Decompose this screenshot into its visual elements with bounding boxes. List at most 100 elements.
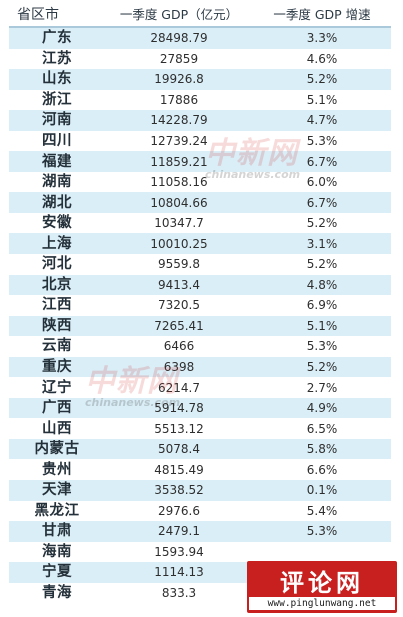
region-cell: 内蒙古	[9, 438, 105, 460]
region-cell: 福建	[9, 151, 105, 172]
gdp-cell: 2479.1	[105, 521, 253, 542]
table-row: 山东 19926.8 5.2%	[9, 69, 391, 90]
growth-cell: 6.7%	[253, 192, 391, 213]
table-row: 江西 7320.5 6.9%	[9, 295, 391, 316]
growth-cell: 5.2%	[253, 69, 391, 90]
gdp-cell: 6214.7	[105, 377, 253, 398]
table-row: 福建 11859.21 6.7%	[9, 151, 391, 172]
growth-cell: 2.7%	[253, 377, 391, 398]
region-cell: 江苏	[9, 48, 105, 70]
table-row: 河北 9559.8 5.2%	[9, 254, 391, 275]
table-row: 广东 28498.79 3.3%	[9, 27, 391, 49]
growth-cell: 4.8%	[253, 274, 391, 296]
gdp-cell: 5914.78	[105, 397, 253, 419]
growth-cell: 5.2%	[253, 212, 391, 234]
growth-cell: 6.5%	[253, 418, 391, 439]
region-cell: 广东	[9, 27, 105, 49]
table-row: 重庆 6398 5.2%	[9, 356, 391, 378]
table-row: 天津 3538.52 0.1%	[9, 480, 391, 501]
region-cell: 海南	[9, 541, 105, 563]
gdp-cell: 1593.94	[105, 541, 253, 563]
growth-cell: 0.1%	[253, 480, 391, 501]
growth-cell: 5.8%	[253, 438, 391, 460]
gdp-cell: 7265.41	[105, 315, 253, 337]
gdp-cell: 833.3	[105, 582, 253, 604]
logo-url: www.pinglunwang.net	[249, 597, 395, 610]
gdp-cell: 4815.49	[105, 459, 253, 481]
gdp-cell: 5513.12	[105, 418, 253, 439]
growth-cell	[253, 541, 391, 563]
site-logo: 评论网 www.pinglunwang.net	[247, 561, 397, 613]
region-cell: 湖北	[9, 192, 105, 213]
table-row: 山西 5513.12 6.5%	[9, 418, 391, 439]
gdp-cell: 28498.79	[105, 27, 253, 49]
region-cell: 辽宁	[9, 377, 105, 398]
gdp-table-container: 省区市 一季度 GDP（亿元） 一季度 GDP 增速 广东 28498.79 3.3…	[9, 4, 391, 604]
gdp-cell: 27859	[105, 48, 253, 70]
table-row: 四川 12739.24 5.3%	[9, 130, 391, 152]
gdp-cell: 11058.16	[105, 171, 253, 193]
table-row: 湖南 11058.16 6.0%	[9, 171, 391, 193]
table-row: 浙江 17886 5.1%	[9, 89, 391, 111]
region-cell: 青海	[9, 582, 105, 604]
gdp-cell: 17886	[105, 89, 253, 111]
region-cell: 四川	[9, 130, 105, 152]
growth-cell: 5.3%	[253, 130, 391, 152]
table-row: 广西 5914.78 4.9%	[9, 397, 391, 419]
header-growth: 一季度 GDP 增速	[253, 4, 391, 28]
table-row: 辽宁 6214.7 2.7%	[9, 377, 391, 398]
region-cell: 贵州	[9, 459, 105, 481]
growth-cell: 5.1%	[253, 89, 391, 111]
gdp-cell: 7320.5	[105, 295, 253, 316]
growth-cell: 6.7%	[253, 151, 391, 172]
gdp-cell: 2976.6	[105, 500, 253, 522]
growth-cell: 4.6%	[253, 48, 391, 70]
table-row: 云南 6466 5.3%	[9, 336, 391, 357]
growth-cell: 5.3%	[253, 521, 391, 542]
region-cell: 浙江	[9, 89, 105, 111]
region-cell: 北京	[9, 274, 105, 296]
region-cell: 陕西	[9, 315, 105, 337]
region-cell: 云南	[9, 336, 105, 357]
growth-cell: 3.3%	[253, 27, 391, 49]
table-body: 广东 28498.79 3.3% 江苏 27859 4.6% 山东 19926.8 5.2% 浙江…	[9, 27, 391, 604]
gdp-cell: 1114.13	[105, 562, 253, 583]
logo-text: 评论网	[280, 569, 364, 597]
gdp-cell: 19926.8	[105, 69, 253, 90]
growth-cell: 4.7%	[253, 110, 391, 131]
table-row: 北京 9413.4 4.8%	[9, 274, 391, 296]
growth-cell: 5.4%	[253, 500, 391, 522]
region-cell: 河南	[9, 110, 105, 131]
region-cell: 山西	[9, 418, 105, 439]
header-gdp: 一季度 GDP（亿元）	[105, 4, 253, 28]
region-cell: 河北	[9, 254, 105, 275]
gdp-cell: 5078.4	[105, 438, 253, 460]
table-row: 海南 1593.94	[9, 541, 391, 563]
region-cell: 安徽	[9, 212, 105, 234]
gdp-cell: 9559.8	[105, 254, 253, 275]
table-row: 上海 10010.25 3.1%	[9, 233, 391, 255]
gdp-cell: 10010.25	[105, 233, 253, 255]
gdp-cell: 10804.66	[105, 192, 253, 213]
gdp-cell: 3538.52	[105, 480, 253, 501]
region-cell: 上海	[9, 233, 105, 255]
table-row: 甘肃 2479.1 5.3%	[9, 521, 391, 542]
region-cell: 湖南	[9, 171, 105, 193]
table-row: 江苏 27859 4.6%	[9, 48, 391, 70]
growth-cell: 5.1%	[253, 315, 391, 337]
gdp-cell: 12739.24	[105, 130, 253, 152]
region-cell: 山东	[9, 69, 105, 90]
table-header-row: 省区市 一季度 GDP（亿元） 一季度 GDP 增速	[9, 4, 391, 28]
region-cell: 宁夏	[9, 562, 105, 583]
gdp-cell: 10347.7	[105, 212, 253, 234]
table-row: 贵州 4815.49 6.6%	[9, 459, 391, 481]
table-row: 内蒙古 5078.4 5.8%	[9, 438, 391, 460]
table-row: 河南 14228.79 4.7%	[9, 110, 391, 131]
gdp-cell: 6398	[105, 356, 253, 378]
gdp-cell: 14228.79	[105, 110, 253, 131]
table-row: 湖北 10804.66 6.7%	[9, 192, 391, 213]
gdp-cell: 9413.4	[105, 274, 253, 296]
table-row: 安徽 10347.7 5.2%	[9, 212, 391, 234]
growth-cell: 5.2%	[253, 356, 391, 378]
gdp-cell: 11859.21	[105, 151, 253, 172]
